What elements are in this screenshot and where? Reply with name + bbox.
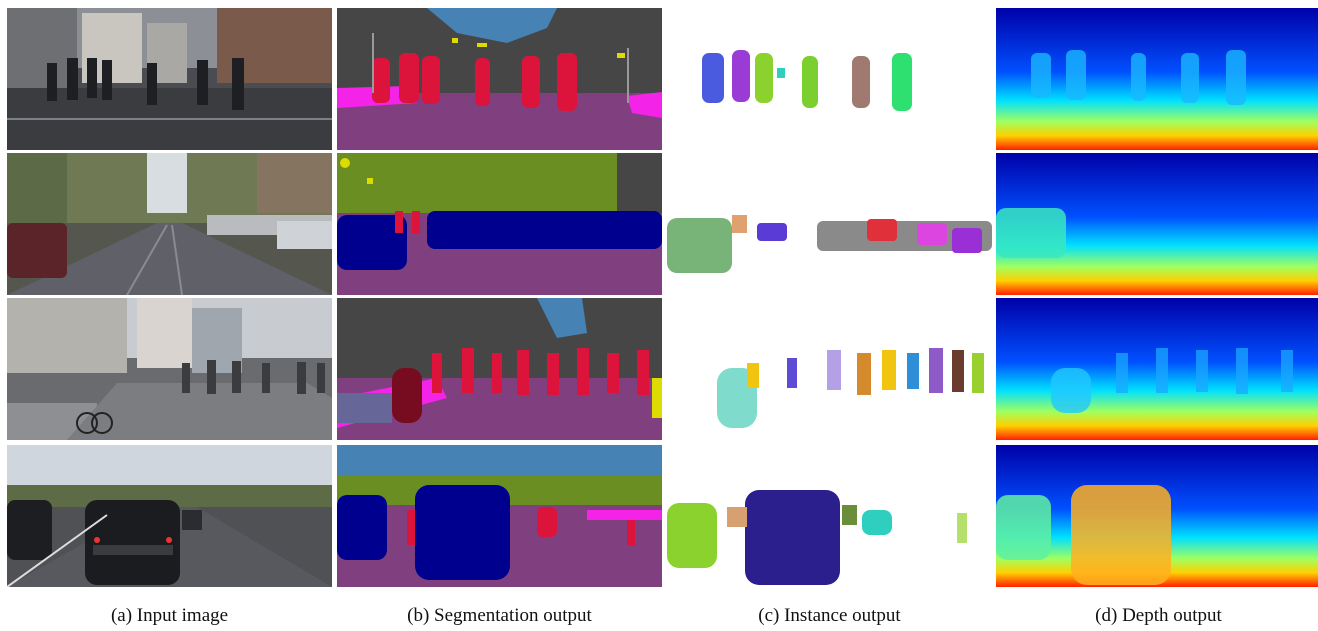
input-image-row-4 [7,445,332,587]
instance-row-2 [667,153,992,295]
instance-row-3 [667,298,992,440]
depth-map-3 [996,298,1318,440]
caption-depth-output: (d) Depth output [1095,605,1222,626]
input-image-row-3 [7,298,332,440]
caption-input-image: (a) Input image [110,605,229,626]
segmentation-map-4 [337,445,662,587]
input-image-row-1 [7,8,332,150]
street-photo-4 [7,445,332,587]
depth-map-2 [996,153,1318,295]
instance-map-3 [667,298,992,440]
street-photo-1 [7,8,332,150]
segmentation-map-2 [337,153,662,295]
instance-row-1 [667,8,992,150]
instance-row-4 [667,445,992,587]
depth-row-3 [996,298,1318,440]
segmentation-map-3 [337,298,662,440]
instance-map-4 [667,445,992,587]
input-image-row-2 [7,153,332,295]
segmentation-map-1 [337,8,662,150]
depth-map-4 [996,445,1318,587]
street-photo-2 [7,153,332,295]
instance-map-2 [667,153,992,295]
instance-map-1 [667,8,992,150]
depth-map-1 [996,8,1318,150]
segmentation-row-4 [337,445,662,587]
caption-instance-output: (c) Instance output [758,605,901,626]
segmentation-row-3 [337,298,662,440]
street-photo-3 [7,298,332,440]
segmentation-row-1 [337,8,662,150]
segmentation-row-2 [337,153,662,295]
caption-segmentation-output: (b) Segmentation output [407,605,592,626]
depth-row-4 [996,445,1318,587]
depth-row-1 [996,8,1318,150]
depth-row-2 [996,153,1318,295]
